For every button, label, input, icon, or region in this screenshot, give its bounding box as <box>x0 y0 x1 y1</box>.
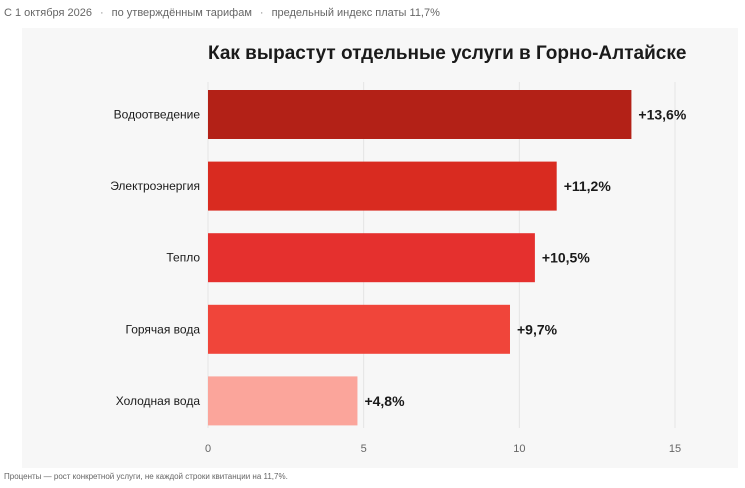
category-label: Холодная вода <box>116 394 201 408</box>
category-label: Тепло <box>166 251 200 265</box>
bar <box>208 161 557 211</box>
value-label: +10,5% <box>542 250 590 266</box>
bar <box>208 233 535 283</box>
x-tick-label: 15 <box>669 443 681 455</box>
separator-dot: · <box>100 7 104 19</box>
subtitle-line: С 1 октября 2026 · по утверждённым тарифам… <box>4 7 440 19</box>
bar <box>208 376 358 426</box>
footnote: Проценты — рост конкретной услуги, не ка… <box>4 472 288 481</box>
x-tick-label: 5 <box>361 443 367 455</box>
category-label: Электроэнергия <box>110 179 200 193</box>
x-tick-label: 0 <box>205 443 211 455</box>
bar <box>208 90 632 139</box>
payment-index-note: предельный индекс платы 11,7% <box>271 7 440 19</box>
category-label: Горячая вода <box>126 322 201 336</box>
value-label: +11,2% <box>564 178 612 194</box>
separator-dot: · <box>259 7 264 19</box>
chart-title: Как вырастут отдельные услуги в Горно-Ал… <box>208 43 686 64</box>
effective-date: С 1 октября 2026 <box>4 7 92 19</box>
value-label: +4,8% <box>364 393 405 409</box>
value-label: +9,7% <box>517 321 558 337</box>
bar <box>208 304 510 354</box>
value-label: +13,6% <box>638 107 686 123</box>
tariff-note: по утверждённым тарифам <box>111 7 252 19</box>
x-tick-label: 10 <box>513 443 525 455</box>
category-label: Водоотведение <box>114 108 201 122</box>
